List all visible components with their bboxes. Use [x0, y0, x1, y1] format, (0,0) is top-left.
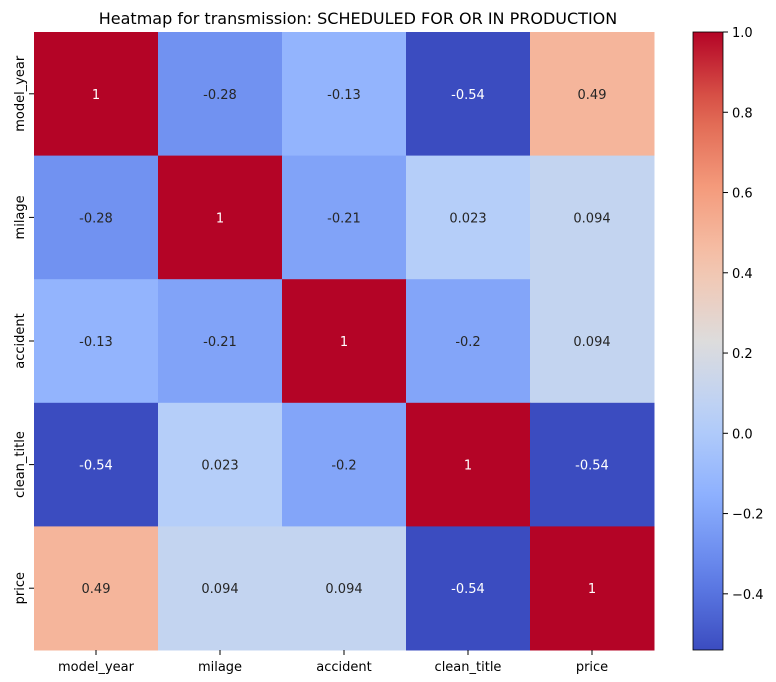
cell-annotation: 0.023	[201, 459, 238, 474]
cell-annotation: 0.094	[573, 335, 610, 350]
cell-clean_title-price	[530, 402, 655, 527]
cell-annotation: 1	[92, 88, 100, 103]
cell-clean_title-accident	[282, 402, 407, 527]
cell-annotation: 0.094	[201, 582, 238, 597]
cell-annotation: -0.21	[203, 335, 237, 350]
cell-milage-model_year	[34, 155, 159, 280]
cell-price-accident	[282, 526, 407, 651]
x-tick-label: price	[576, 660, 608, 675]
cell-milage-accident	[282, 155, 407, 280]
cell-model_year-clean_title	[406, 32, 531, 157]
cell-model_year-price	[530, 32, 655, 157]
cell-annotation: 0.49	[578, 88, 607, 103]
cell-accident-model_year	[34, 279, 159, 404]
colorbar-gradient	[693, 32, 723, 650]
cell-clean_title-milage	[158, 402, 283, 527]
cell-milage-milage	[158, 155, 283, 280]
cell-annotation: 0.094	[573, 211, 610, 226]
colorbar: 1.0 0.8 0.6 0.4 0.2 0.0 −0.2 −0.4	[692, 26, 764, 651]
cell-annotation: -0.13	[327, 88, 361, 103]
cell-accident-clean_title	[406, 279, 531, 404]
x-axis: model_year milage accident clean_title price	[58, 650, 608, 675]
colorbar-frame	[692, 31, 724, 651]
cell-annotations: 1 -0.28 -0.13 -0.54 0.49-0.28 1 -0.21 0.023 0.09…	[79, 88, 610, 597]
cell-price-price	[530, 526, 655, 651]
cell-annotation: -0.28	[203, 88, 237, 103]
colorbar-tick-label: 0.2	[732, 347, 753, 362]
x-tick-label: milage	[198, 660, 242, 675]
colorbar-tick-label: 0.4	[732, 267, 753, 282]
cell-annotation: 1	[588, 582, 596, 597]
colorbar-tick-label: 0.8	[732, 106, 753, 121]
cell-price-clean_title	[406, 526, 531, 651]
cell-model_year-model_year	[34, 32, 159, 157]
chart-title: Heatmap for transmission: SCHEDULED FOR …	[99, 9, 617, 28]
cell-annotation: 0.094	[325, 582, 362, 597]
cell-clean_title-model_year	[34, 402, 159, 527]
cell-annotation: -0.54	[575, 459, 609, 474]
cell-annotation: -0.54	[79, 459, 113, 474]
cell-clean_title-clean_title	[406, 402, 531, 527]
cell-price-model_year	[34, 526, 159, 651]
cell-annotation: -0.21	[327, 211, 361, 226]
x-tick-label: clean_title	[435, 660, 502, 675]
cell-annotation: -0.28	[79, 211, 113, 226]
y-tick-label: price	[13, 572, 28, 604]
cell-annotation: -0.54	[451, 88, 485, 103]
x-tick-label: model_year	[58, 660, 135, 675]
cell-milage-clean_title	[406, 155, 531, 280]
cell-price-milage	[158, 526, 283, 651]
cell-model_year-accident	[282, 32, 407, 157]
cell-annotation: -0.13	[79, 335, 113, 350]
y-tick-label: model_year	[13, 55, 28, 132]
cell-accident-accident	[282, 279, 407, 404]
y-tick-label: clean_title	[13, 431, 28, 498]
cell-annotation: 1	[464, 459, 472, 474]
colorbar-tick-label: −0.4	[732, 588, 764, 603]
cell-model_year-milage	[158, 32, 283, 157]
cell-annotation: -0.54	[451, 582, 485, 597]
cell-annotation: 1	[216, 211, 224, 226]
colorbar-tick-label: 0.0	[732, 427, 753, 442]
y-tick-label: accident	[13, 313, 28, 368]
cell-milage-price	[530, 155, 655, 280]
cell-accident-price	[530, 279, 655, 404]
cell-annotation: -0.2	[455, 335, 480, 350]
cell-annotation: 0.023	[449, 211, 486, 226]
x-tick-label: accident	[316, 660, 371, 675]
cell-annotation: 1	[340, 335, 348, 350]
y-tick-label: milage	[13, 195, 28, 239]
cell-annotation: -0.2	[331, 459, 356, 474]
cell-annotation: 0.49	[82, 582, 111, 597]
colorbar-tick-label: 0.6	[732, 187, 753, 202]
cell-accident-milage	[158, 279, 283, 404]
colorbar-tick-label: 1.0	[732, 26, 753, 41]
colorbar-tick-label: −0.2	[732, 508, 764, 523]
heatmap-cells	[34, 32, 655, 651]
